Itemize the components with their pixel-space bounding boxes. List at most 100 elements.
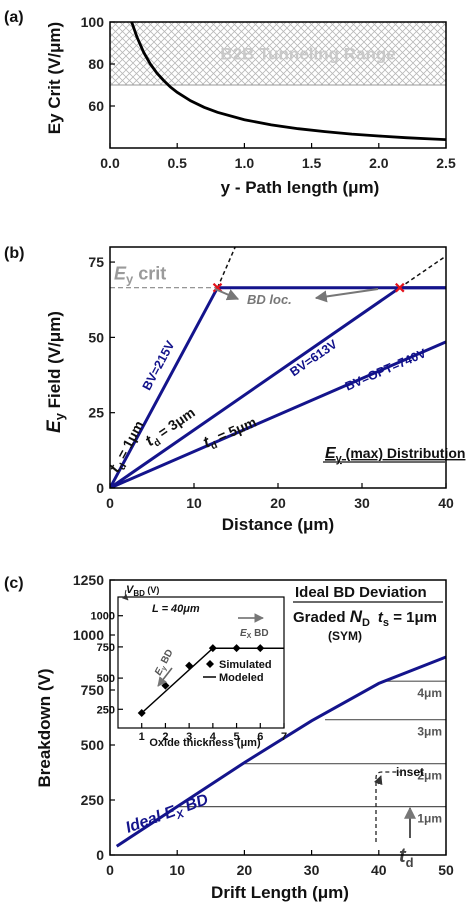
panel-a-ytick-label: 80 — [88, 56, 104, 72]
bd-loc-label: BD loc. — [247, 292, 292, 307]
panel-b-x-label: Distance (μm) — [222, 515, 334, 534]
panel-a-xtick-label: 0.0 — [100, 155, 120, 171]
panel-c-ytick-label: 500 — [81, 737, 105, 753]
panel-b-ytick-label: 75 — [88, 254, 104, 270]
inset-ytick-label: 750 — [97, 642, 115, 654]
inset-simulated-point — [256, 644, 265, 653]
panel-c-y-ticks: 0 250 500 750 1000 1250 — [73, 572, 115, 863]
panel-a: (a) B2B Tunneling Range 0.0 0.5 1.0 1.5 2.0 2… — [4, 9, 456, 197]
inset-simulated-point — [185, 661, 194, 670]
panel-b-ytick-label: 50 — [88, 329, 104, 345]
panel-b: (b) Ey crit BD loc. BV=215V td = 1μm BV=61… — [4, 245, 465, 534]
bv-label-2: BV=613V — [287, 337, 340, 380]
panel-b-label: (b) — [4, 245, 24, 262]
panel-b-xtick-label: 30 — [354, 495, 370, 511]
inset-xtick-label: 6 — [257, 731, 263, 743]
panel-a-label: (a) — [4, 9, 24, 26]
panel-a-xtick-label: 2.0 — [369, 155, 389, 171]
ideal-ex-bd-label: Ideal EX BD — [124, 791, 213, 840]
panel-c-title-2: Graded ND ts = 1μm — [293, 607, 437, 629]
legend-simulated-label: Simulated — [219, 659, 272, 671]
bv-label-1: BV=215V — [140, 338, 178, 393]
panel-a-ytick-label: 100 — [81, 14, 105, 30]
td-label: td — [399, 845, 414, 870]
panel-c-xtick-label: 50 — [438, 862, 454, 878]
panel-c-ytick-label: 750 — [81, 682, 105, 698]
plateau-label-2: 2μm — [417, 769, 442, 783]
extension-line-2 — [399, 255, 446, 289]
panel-c-y-label: Breakdown (V) — [35, 668, 54, 787]
bv-label-3: BV=OPT=740V — [343, 346, 429, 394]
inset-xtick-label: 1 — [139, 731, 145, 743]
panel-c-ytick-label: 0 — [96, 847, 104, 863]
inset-ey-bd-arrow — [157, 667, 173, 687]
inset-label: inset — [396, 765, 424, 779]
panel-c-xtick-label: 30 — [304, 862, 320, 878]
panel-c-xtick-label: 40 — [371, 862, 387, 878]
panel-c-xtick-label: 0 — [106, 862, 114, 878]
panel-a-y-label: Ey Crit (V/μm) — [45, 22, 64, 134]
inset-ex-bd-label: EX BD — [240, 628, 269, 640]
panel-a-frame — [109, 21, 447, 149]
inset-x-label: Oxide thickness (μm) — [149, 737, 261, 749]
panel-c-title-3: (SYM) — [328, 629, 362, 643]
panel-c-x-label: Drift Length (μm) — [211, 883, 349, 902]
panel-a-y-ticks: 60 80 100 — [81, 14, 115, 114]
extension-line-1 — [216, 247, 236, 288]
series-line-3 — [110, 340, 446, 488]
extension-lines — [216, 247, 446, 289]
panel-b-ytick-label: 0 — [96, 480, 104, 496]
panel-b-y-label: Ey Field (V/μm) — [44, 311, 67, 433]
panel-c-frame — [109, 579, 447, 856]
inset-ytick-label: 250 — [97, 704, 115, 716]
inset-x-ticks: 1 2 3 4 5 6 7 — [139, 723, 287, 743]
bd-loc-arrow-2 — [314, 288, 379, 303]
panel-c-title-1: Ideal BD Deviation — [295, 584, 427, 601]
plateau-labels: 1μm 2μm 3μm 4μm — [417, 686, 442, 825]
panel-a-xtick-label: 1.0 — [235, 155, 255, 171]
panel-b-xtick-label: 0 — [106, 495, 114, 511]
breakdown-point-2 — [395, 282, 405, 293]
bd-loc-arrow-1 — [214, 288, 240, 301]
inset-pointer-arrow — [373, 775, 383, 786]
b2b-tunneling-region — [110, 22, 446, 85]
td-label-1: td = 1μm — [106, 418, 150, 477]
b2b-tunneling-label: B2B Tunneling Range — [220, 45, 395, 64]
inset-xtick-label: 3 — [186, 731, 192, 743]
inset-xtick-label: 2 — [162, 731, 168, 743]
critical-field-label: Ey crit — [114, 264, 166, 287]
panel-a-ytick-label: 60 — [88, 98, 104, 114]
panel-a-xtick-label: 0.5 — [167, 155, 187, 171]
inset-xtick-label: 7 — [281, 731, 287, 743]
panel-c-ytick-label: 1250 — [73, 572, 104, 588]
inset-simulated-point — [232, 644, 241, 653]
ey-crit-curve — [130, 22, 446, 141]
legend-modeled-label: Modeled — [219, 672, 264, 684]
inset-y-label-arrow — [122, 589, 129, 601]
panel-a-x-ticks: 0.0 0.5 1.0 1.5 2.0 2.5 — [100, 143, 456, 171]
inset-ytick-label: 1000 — [91, 611, 115, 623]
panel-b-y-ticks: 0 25 50 75 — [88, 254, 115, 496]
panel-b-x-ticks: 0 10 20 30 40 — [106, 483, 454, 511]
panel-b-xtick-label: 20 — [270, 495, 286, 511]
panel-b-ytick-label: 25 — [88, 405, 104, 421]
plateau-label-4: 4μm — [417, 686, 442, 700]
inset-l-label: L = 40μm — [152, 603, 200, 615]
panel-c-x-ticks: 0 10 20 30 40 50 — [106, 850, 454, 878]
legend-simulated-marker — [206, 660, 214, 668]
panel-c-xtick-label: 10 — [169, 862, 185, 878]
panel-a-x-label: y - Path length (μm) — [221, 178, 380, 197]
panel-a-xtick-label: 2.5 — [436, 155, 456, 171]
inset-xtick-label: 4 — [210, 731, 217, 743]
inset-simulated-point — [208, 644, 217, 653]
panel-c: (c) Ideal EX BD 1μm 2μm 3μm 4μm inset td Id… — [4, 572, 454, 902]
panel-a-xtick-label: 1.5 — [302, 155, 322, 171]
panel-c-label: (c) — [4, 575, 24, 592]
plateau-lines — [177, 680, 446, 808]
inset-y-label: VBD (V) — [126, 584, 159, 598]
plateau-label-3: 3μm — [417, 725, 442, 739]
distribution-title: Ey (max) Distribution — [325, 445, 465, 465]
plateau-label-1: 1μm — [417, 812, 442, 826]
